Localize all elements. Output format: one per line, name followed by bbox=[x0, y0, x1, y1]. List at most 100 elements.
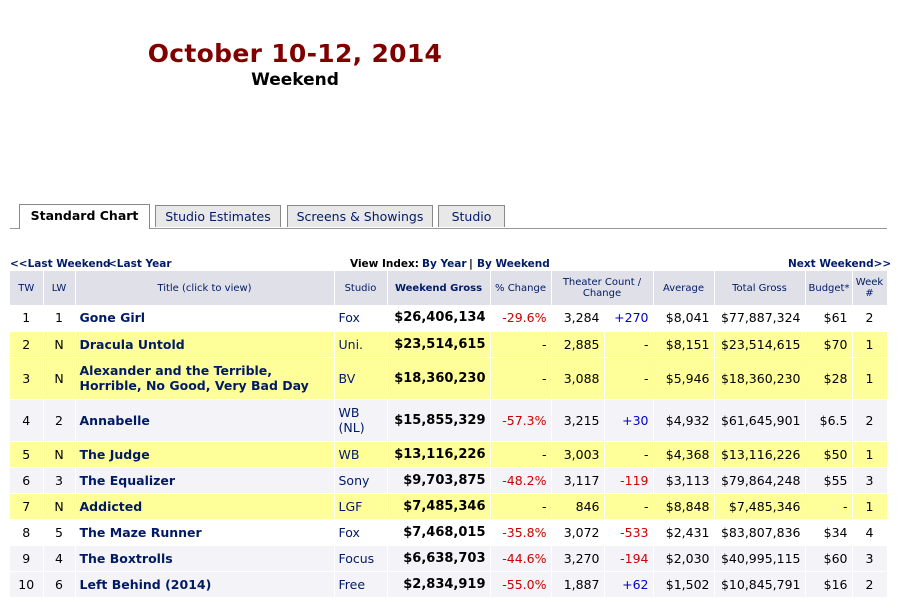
col-theater-count[interactable]: Theater Count / Change bbox=[551, 271, 654, 305]
studio-link[interactable]: Fox bbox=[334, 305, 388, 332]
pct-change: -57.3% bbox=[490, 399, 552, 442]
theater-count: 3,284 bbox=[551, 305, 605, 332]
box-office-table: TW LW Title (click to view) Studio Weeke… bbox=[10, 271, 888, 598]
pct-change: - bbox=[490, 493, 552, 520]
col-total-gross[interactable]: Total Gross bbox=[714, 271, 806, 305]
budget: $16 bbox=[805, 571, 853, 598]
budget: $6.5 bbox=[805, 399, 853, 442]
movie-title-link[interactable]: Alexander and the Terrible, Horrible, No… bbox=[75, 357, 335, 400]
weekend-gross: $23,514,615 bbox=[387, 331, 491, 358]
theater-count: 3,270 bbox=[551, 545, 605, 572]
theater-count: 3,003 bbox=[551, 441, 605, 468]
pct-change: - bbox=[490, 441, 552, 468]
rank-this-week: 6 bbox=[10, 467, 44, 494]
average-gross: $4,368 bbox=[653, 441, 715, 468]
weekend-gross: $7,468,015 bbox=[387, 519, 491, 546]
theater-count: 2,885 bbox=[551, 331, 605, 358]
tab-studio[interactable]: Studio bbox=[438, 205, 505, 227]
table-row: 6 3 The Equalizer Sony $9,703,875 -48.2% 3,117… bbox=[10, 467, 888, 494]
next-weekend-link[interactable]: Next Weekend>> bbox=[788, 258, 892, 270]
average-gross: $2,030 bbox=[653, 545, 715, 572]
weekend-gross: $26,406,134 bbox=[387, 305, 491, 332]
theater-change: +30 bbox=[604, 399, 654, 442]
col-title[interactable]: Title (click to view) bbox=[75, 271, 335, 305]
budget: $28 bbox=[805, 357, 853, 400]
col-pct-change[interactable]: % Change bbox=[490, 271, 552, 305]
col-lw[interactable]: LW bbox=[43, 271, 76, 305]
nav-bar: <<Last Weekend <Last Year View Index: By… bbox=[10, 258, 891, 271]
rank-this-week: 3 bbox=[10, 357, 44, 400]
last-year-link[interactable]: <Last Year bbox=[108, 258, 172, 270]
week-number: 2 bbox=[852, 399, 888, 442]
table-row: 2 N Dracula Untold Uni. $23,514,615-2,885- $8… bbox=[10, 331, 888, 358]
tab-screens-showings[interactable]: Screens & Showings bbox=[287, 205, 433, 227]
studio-link[interactable]: Focus bbox=[334, 545, 388, 572]
last-weekend-link[interactable]: <<Last Weekend bbox=[10, 258, 111, 270]
theater-change: -119 bbox=[604, 467, 654, 494]
week-number: 3 bbox=[852, 467, 888, 494]
total-gross: $83,807,836 bbox=[714, 519, 806, 546]
table-row: 8 5 The Maze Runner Fox $7,468,015 -35.8% 3,07… bbox=[10, 519, 888, 546]
tab-studio-estimates[interactable]: Studio Estimates bbox=[155, 205, 281, 227]
col-weekend-gross[interactable]: Weekend Gross bbox=[387, 271, 491, 305]
pct-change: -35.8% bbox=[490, 519, 552, 546]
rank-last-week: 6 bbox=[43, 571, 76, 598]
studio-link[interactable]: WB (NL) bbox=[334, 399, 388, 442]
movie-title-link[interactable]: Left Behind (2014) bbox=[75, 571, 335, 598]
movie-title-link[interactable]: The Boxtrolls bbox=[75, 545, 335, 572]
studio-link[interactable]: Free bbox=[334, 571, 388, 598]
rank-last-week: 5 bbox=[43, 519, 76, 546]
by-year-link[interactable]: By Year bbox=[422, 258, 467, 270]
table-row: 3 N Alexander and the Terrible, Horrible, … bbox=[10, 357, 888, 400]
weekend-gross: $6,638,703 bbox=[387, 545, 491, 572]
tab-standard-chart[interactable]: Standard Chart bbox=[19, 204, 150, 229]
studio-link[interactable]: WB bbox=[334, 441, 388, 468]
pct-change: -55.0% bbox=[490, 571, 552, 598]
total-gross: $23,514,615 bbox=[714, 331, 806, 358]
col-studio[interactable]: Studio bbox=[334, 271, 388, 305]
studio-link[interactable]: BV bbox=[334, 357, 388, 400]
week-number: 1 bbox=[852, 331, 888, 358]
pct-change: - bbox=[490, 331, 552, 358]
pct-change: - bbox=[490, 357, 552, 400]
studio-link[interactable]: Sony bbox=[334, 467, 388, 494]
movie-title-link[interactable]: Dracula Untold bbox=[75, 331, 335, 358]
theater-change: - bbox=[604, 331, 654, 358]
average-gross: $3,113 bbox=[653, 467, 715, 494]
movie-title-link[interactable]: Addicted bbox=[75, 493, 335, 520]
week-number: 2 bbox=[852, 305, 888, 332]
average-gross: $4,932 bbox=[653, 399, 715, 442]
budget: $61 bbox=[805, 305, 853, 332]
theater-count: 3,072 bbox=[551, 519, 605, 546]
rank-last-week: 4 bbox=[43, 545, 76, 572]
rank-this-week: 10 bbox=[10, 571, 44, 598]
week-number: 1 bbox=[852, 357, 888, 400]
movie-title-link[interactable]: The Equalizer bbox=[75, 467, 335, 494]
weekend-gross: $9,703,875 bbox=[387, 467, 491, 494]
page-subtitle: Weekend bbox=[251, 70, 339, 90]
rank-last-week: 1 bbox=[43, 305, 76, 332]
rank-last-week: 3 bbox=[43, 467, 76, 494]
total-gross: $13,116,226 bbox=[714, 441, 806, 468]
studio-link[interactable]: LGF bbox=[334, 493, 388, 520]
movie-title-link[interactable]: Gone Girl bbox=[75, 305, 335, 332]
total-gross: $40,995,115 bbox=[714, 545, 806, 572]
table-row: 5 N The Judge WB $13,116,226-3,003- $4,368 $13… bbox=[10, 441, 888, 468]
col-average[interactable]: Average bbox=[653, 271, 715, 305]
total-gross: $18,360,230 bbox=[714, 357, 806, 400]
view-index-separator: | bbox=[469, 258, 473, 270]
rank-this-week: 9 bbox=[10, 545, 44, 572]
movie-title-link[interactable]: The Maze Runner bbox=[75, 519, 335, 546]
by-weekend-link[interactable]: By Weekend bbox=[477, 258, 550, 270]
studio-link[interactable]: Uni. bbox=[334, 331, 388, 358]
table-row: 9 4 The Boxtrolls Focus $6,638,703 -44.6% 3,27… bbox=[10, 545, 888, 572]
theater-change: +270 bbox=[604, 305, 654, 332]
studio-link[interactable]: Fox bbox=[334, 519, 388, 546]
budget: $70 bbox=[805, 331, 853, 358]
movie-title-link[interactable]: The Judge bbox=[75, 441, 335, 468]
col-week[interactable]: Week # bbox=[852, 271, 888, 305]
col-budget[interactable]: Budget* bbox=[805, 271, 853, 305]
movie-title-link[interactable]: Annabelle bbox=[75, 399, 335, 442]
rank-this-week: 2 bbox=[10, 331, 44, 358]
col-tw[interactable]: TW bbox=[10, 271, 44, 305]
